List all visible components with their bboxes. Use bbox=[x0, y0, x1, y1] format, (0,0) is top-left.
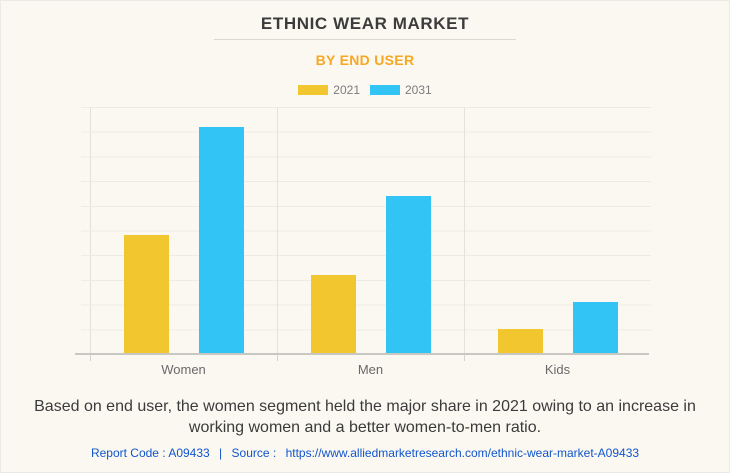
bar-group-women bbox=[90, 107, 277, 361]
source-label: Source : bbox=[231, 446, 277, 460]
legend-item-2021: 2021 bbox=[298, 83, 360, 97]
x-axis-labels: Women Men Kids bbox=[90, 362, 651, 377]
x-axis-label-kids: Kids bbox=[544, 362, 571, 377]
bar-2031-kids bbox=[573, 302, 618, 354]
bar-2021-women bbox=[124, 235, 169, 354]
legend-swatch-2031 bbox=[370, 85, 400, 95]
legend-item-2031: 2031 bbox=[370, 83, 432, 97]
bar-2021-kids bbox=[498, 329, 543, 354]
source-link[interactable]: https://www.alliedmarketresearch.com/eth… bbox=[285, 446, 640, 460]
bar-group-kids bbox=[464, 107, 651, 361]
x-axis-label-women: Women bbox=[161, 362, 206, 377]
chart-subtitle: BY END USER bbox=[315, 52, 415, 68]
x-axis-line bbox=[75, 353, 649, 355]
bar-group-men bbox=[277, 107, 464, 361]
legend: 2021 2031 bbox=[1, 83, 729, 97]
bar-2021-men bbox=[311, 274, 356, 354]
legend-swatch-2021 bbox=[298, 85, 329, 95]
bar-2031-men bbox=[386, 195, 431, 354]
chart-title: ETHNIC WEAR MARKET bbox=[260, 14, 470, 33]
bar-2031-women bbox=[199, 126, 244, 354]
chart-area bbox=[75, 107, 651, 361]
legend-label-2031: 2031 bbox=[405, 83, 432, 97]
plot-area bbox=[81, 107, 651, 361]
footer-separator: | bbox=[219, 446, 223, 460]
title-divider bbox=[214, 39, 516, 40]
footer: Report Code : A09433 | Source : https://… bbox=[1, 446, 729, 460]
description-text: Based on end user, the women segment hel… bbox=[34, 398, 696, 436]
report-code-text: Report Code : A09433 bbox=[90, 446, 210, 460]
x-axis-label-men: Men bbox=[357, 362, 384, 377]
legend-label-2021: 2021 bbox=[333, 83, 360, 97]
